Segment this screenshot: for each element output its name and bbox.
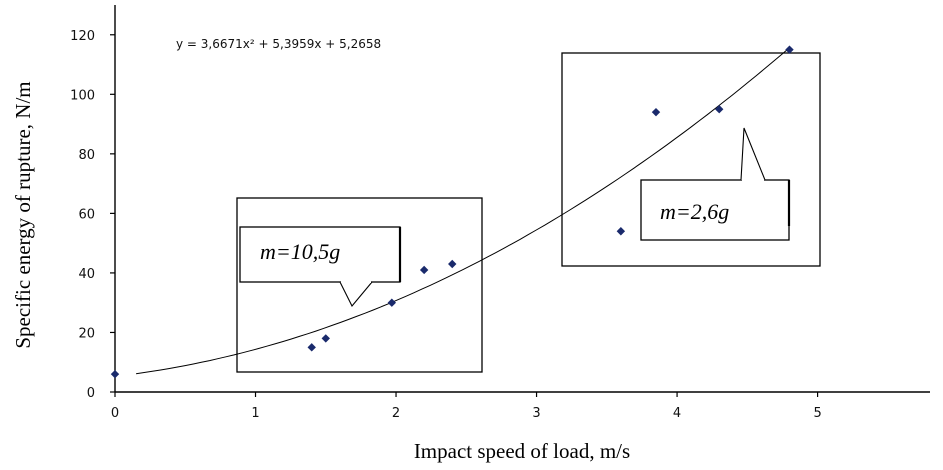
data-point [448,259,457,269]
data-point [110,369,120,379]
annotation-region-box [236,197,483,373]
x-axis-title: Impact speed of load, m/s [414,439,630,463]
annotation-label-large-mass: m=2,6g [660,199,729,224]
data-point [419,265,429,275]
annotation-label-box [640,179,790,241]
data-point [387,298,397,307]
y-tick-label: 0 [87,386,95,401]
y-tick-label: 100 [70,88,95,103]
data-point [715,104,724,114]
data-point [785,45,794,54]
x-tick-label: 0 [111,406,119,421]
annotation-pointer [339,281,373,307]
annotation-label-box [239,226,401,283]
x-tick-label: 2 [392,406,400,421]
data-point [321,334,330,343]
x-tick-label: 3 [532,406,540,421]
y-tick-label: 20 [78,326,95,341]
x-tick-label: 4 [673,406,681,421]
data-point [616,227,626,236]
y-tick-label: 40 [78,267,95,282]
y-axis-title: Specific energy of rupture, N/m [11,81,35,348]
axes [114,5,930,393]
y-tick-label: 80 [78,148,95,163]
annotation-group-small-mass: m=10,5g [236,197,483,373]
x-tick-label: 5 [813,406,821,421]
x-ticks: 0 1 2 3 4 5 [111,392,822,421]
annotation-group-large-mass: m=2,6g [561,52,821,267]
annotation-region-box [561,52,821,267]
trendline [136,47,790,375]
data-point [651,107,661,117]
annotation-pointer [740,127,766,181]
data-point [307,343,316,352]
y-tick-label: 60 [78,207,95,222]
y-ticks: 0 20 40 60 80 100 120 [70,29,115,401]
y-tick-label: 120 [70,29,95,44]
x-tick-label: 1 [251,406,259,421]
data-points [110,45,794,379]
trendline-equation: y = 3,6671x² + 5,3959x + 5,2658 [176,37,381,51]
annotation-label-small-mass: m=10,5g [260,239,340,264]
